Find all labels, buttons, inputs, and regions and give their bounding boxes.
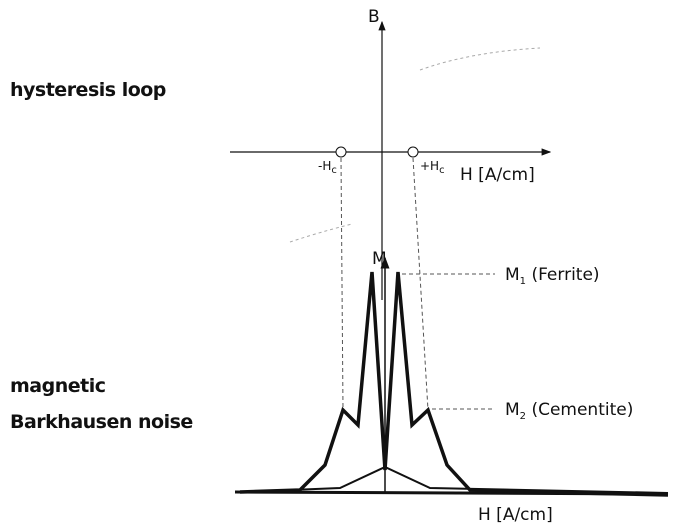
noise-curve (239, 271, 669, 497)
guide-line (340, 157, 344, 411)
axis-label: M (372, 249, 387, 269)
title: Barkhausen noise (10, 411, 193, 433)
label-sub: c (331, 165, 337, 176)
peak-label: M2 (Cementite) (505, 400, 633, 422)
label-suffix: (Ferrite) (526, 265, 600, 285)
axis-label: B (368, 7, 380, 27)
coercive-point (407, 146, 419, 158)
title: magnetic (10, 375, 106, 397)
coercive-label: -Hc (318, 159, 337, 176)
label-sub: c (439, 165, 445, 176)
label-sub: 1 (520, 276, 526, 287)
label-suffix: (Cementite) (526, 400, 633, 420)
coercive-label: +Hc (420, 159, 445, 176)
guide-line (412, 157, 429, 411)
label-sub: 2 (520, 411, 526, 422)
axis-label: H [A/cm] (478, 505, 553, 525)
hysteresis-curve (289, 223, 353, 243)
label-text: M (505, 400, 520, 420)
peak-label: M1 (Ferrite) (505, 265, 600, 287)
coercive-point (335, 146, 347, 158)
axis-label: H [A/cm] (460, 165, 535, 185)
label-text: -H (318, 159, 331, 173)
hysteresis-curve (419, 47, 541, 71)
label-text: M (505, 265, 520, 285)
title: hysteresis loop (10, 79, 166, 101)
label-text: +H (420, 159, 439, 173)
